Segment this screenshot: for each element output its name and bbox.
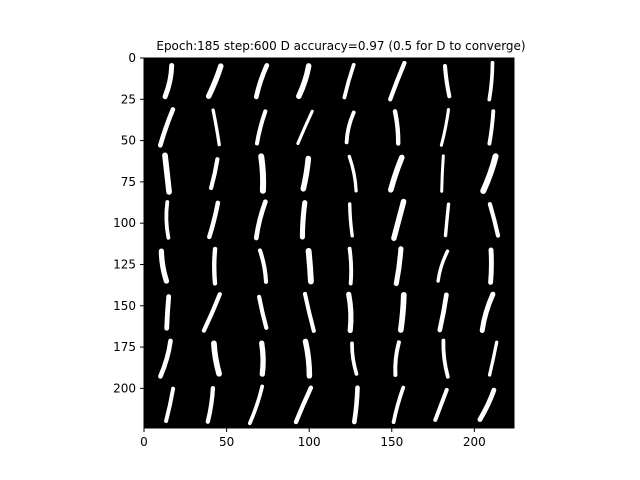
digit-sample — [164, 386, 176, 423]
digit-sample — [443, 202, 451, 238]
digit-sample — [347, 246, 354, 286]
digit-sample — [164, 294, 172, 331]
digit-sample — [205, 385, 216, 424]
digit-sample — [158, 248, 170, 284]
digit-sample — [258, 153, 267, 194]
digit-sample — [205, 63, 224, 99]
y-tick-label: 100 — [113, 216, 136, 230]
y-tick-label: 50 — [121, 134, 136, 148]
digit-sample — [207, 200, 221, 240]
digit-sample — [392, 109, 401, 146]
digit-sample — [393, 340, 401, 377]
digit-sample — [352, 385, 360, 425]
digit-sample — [164, 200, 171, 240]
figure-title: Epoch:185 step:600 D accuracy=0.97 (0.5 … — [156, 39, 525, 53]
digit-sample — [487, 340, 499, 377]
digit-sample — [253, 63, 270, 100]
digit-sample — [388, 60, 407, 102]
digit-sample — [296, 109, 314, 146]
digit-sample — [391, 198, 407, 241]
x-tick-label: 200 — [463, 435, 486, 449]
digit-sample — [487, 60, 495, 102]
digit-sample — [350, 341, 359, 376]
digit-sample — [158, 338, 173, 379]
y-tick-label: 175 — [113, 340, 136, 354]
digit-sample — [480, 153, 499, 194]
digit-sample — [158, 107, 176, 148]
digit-sample — [257, 248, 269, 284]
y-tick-label: 125 — [113, 257, 136, 271]
y-tick-label: 200 — [113, 381, 136, 395]
axes-frame — [143, 57, 515, 429]
digit-sample — [479, 291, 496, 333]
digit-sample — [347, 154, 358, 193]
digit-sample — [162, 63, 175, 100]
digit-sample — [201, 292, 222, 333]
y-tick-label: 75 — [121, 175, 136, 189]
digit-sample — [436, 249, 450, 283]
digit-sample — [211, 340, 222, 377]
digit-sample — [439, 107, 451, 147]
digit-sample — [302, 291, 316, 333]
digit-sample — [433, 387, 449, 422]
digit-sample — [441, 338, 450, 379]
x-tick-label: 100 — [298, 435, 321, 449]
digit-sample — [442, 64, 452, 99]
x-tick-label: 50 — [219, 435, 234, 449]
digit-sample — [440, 154, 445, 193]
digit-sample — [477, 387, 497, 422]
digit-sample — [348, 202, 354, 238]
generated-digits-grid — [144, 58, 514, 428]
digit-sample — [296, 63, 312, 100]
y-tick-label: 25 — [121, 92, 136, 106]
x-tick-label: 0 — [140, 435, 148, 449]
digit-sample — [211, 108, 221, 147]
image-background — [144, 58, 514, 428]
digit-sample — [344, 110, 356, 145]
digit-sample — [487, 202, 501, 238]
digit-sample — [342, 62, 356, 100]
y-tick-label: 0 — [128, 51, 136, 65]
digit-sample — [488, 247, 494, 285]
digit-sample — [257, 294, 269, 330]
digit-sample — [254, 109, 268, 146]
digit-sample — [212, 246, 218, 286]
digit-sample — [299, 200, 308, 240]
digit-sample — [388, 154, 405, 193]
digit-sample — [305, 247, 314, 285]
digit-sample — [302, 338, 313, 379]
digit-sample — [247, 384, 265, 426]
digit-sample — [300, 155, 312, 192]
digit-sample — [293, 385, 314, 425]
digit-sample — [162, 152, 172, 195]
digit-sample — [253, 199, 268, 241]
digit-sample — [487, 109, 496, 146]
axes: 0 50 100 150 200 0 25 50 75 100 125 150 175 200 — [113, 51, 515, 449]
digit-sample — [391, 385, 406, 424]
digit-sample — [397, 291, 407, 333]
x-tick-label: 150 — [380, 435, 403, 449]
digit-sample — [393, 246, 404, 287]
digit-sample — [259, 340, 266, 377]
digit-sample — [437, 292, 449, 333]
y-tick-label: 150 — [113, 299, 136, 313]
digit-sample — [346, 291, 354, 334]
digit-sample — [209, 157, 220, 191]
